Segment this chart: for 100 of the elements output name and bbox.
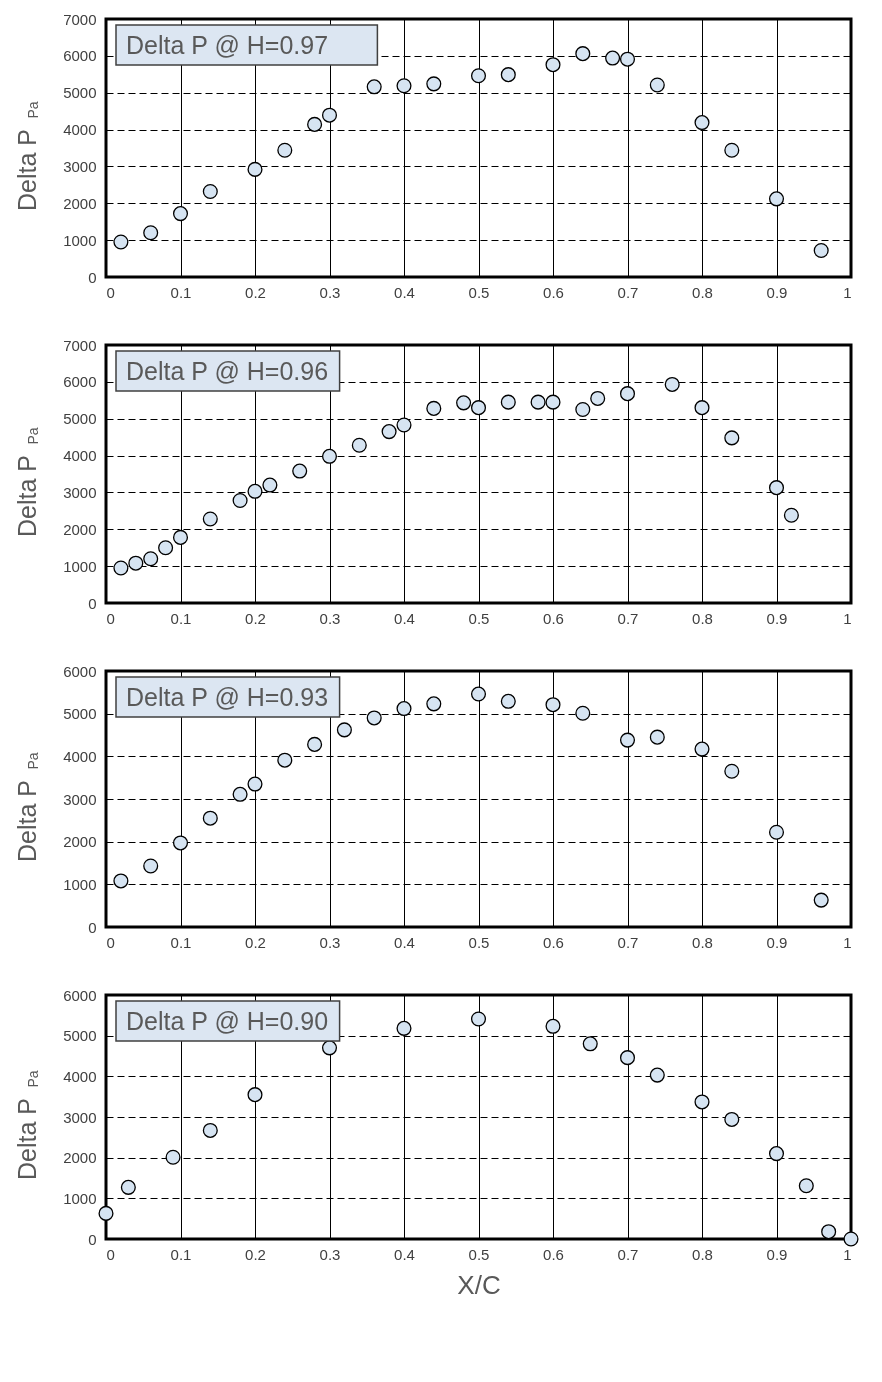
y-tick-label: 1000 xyxy=(63,557,97,575)
y-tick-label: 5000 xyxy=(63,84,97,102)
y-tick-label: 0 xyxy=(88,918,97,936)
y-tick-label: 4000 xyxy=(63,447,97,465)
y-tick-label: 4000 xyxy=(63,1067,97,1085)
point xyxy=(143,551,159,567)
point xyxy=(277,142,293,158)
point xyxy=(426,400,442,416)
x-tick-label: 0.7 xyxy=(617,609,639,627)
y-axis-title: Delta P Pa xyxy=(13,752,41,862)
y-tick-label: 0 xyxy=(88,594,97,612)
y-tick-label: 2000 xyxy=(63,1149,97,1167)
y-tick-label: 6000 xyxy=(63,47,97,65)
text: Delta P @ H=0.90 xyxy=(126,1007,329,1035)
y-tick-label: 0 xyxy=(88,268,97,286)
point xyxy=(426,696,442,712)
point xyxy=(232,493,248,509)
x-tick-label: 0.6 xyxy=(543,609,564,627)
point xyxy=(321,448,338,464)
point xyxy=(500,67,516,83)
x-tick-label: 0 xyxy=(106,1245,115,1263)
point xyxy=(768,480,785,496)
x-tick-label: 0.1 xyxy=(170,1245,192,1263)
x-tick-label: 0.4 xyxy=(394,933,415,951)
point xyxy=(120,1179,136,1195)
x-tick-label: 0.8 xyxy=(692,1245,713,1263)
x-tick-label: 0.9 xyxy=(766,1245,788,1263)
y-tick-label: 1000 xyxy=(63,231,97,249)
point xyxy=(172,206,189,222)
point xyxy=(545,697,561,713)
point xyxy=(202,810,218,826)
y-tick-label: 7000 xyxy=(63,10,97,28)
x-tick-label: 0 xyxy=(106,609,115,627)
y-tick-label: 1000 xyxy=(63,875,97,893)
point xyxy=(470,1011,487,1027)
point xyxy=(456,395,472,411)
x-tick-label: 0.3 xyxy=(319,1245,341,1263)
text: Delta P @ H=0.96 xyxy=(126,357,329,385)
y-tick-label: 5000 xyxy=(63,1027,97,1045)
point xyxy=(724,1111,740,1127)
point xyxy=(396,417,412,433)
point xyxy=(321,1040,338,1056)
point xyxy=(783,507,799,523)
x-tick-label: 1 xyxy=(843,283,852,301)
point xyxy=(694,115,710,131)
x-tick-label: 0.4 xyxy=(394,283,415,301)
point xyxy=(545,394,561,410)
x-tick-label: 0.8 xyxy=(692,283,713,301)
x-tick-label: 0.9 xyxy=(766,609,788,627)
point xyxy=(143,858,159,874)
point xyxy=(649,1067,665,1083)
y-tick-label: 2000 xyxy=(63,194,97,212)
x-tick-label: 0.1 xyxy=(170,609,192,627)
x-tick-label: 0.7 xyxy=(617,283,639,301)
text: Delta P @ H=0.97 xyxy=(126,31,329,59)
point xyxy=(575,46,591,62)
point xyxy=(545,57,561,73)
point xyxy=(307,116,323,132)
point xyxy=(202,511,218,527)
point xyxy=(366,79,382,95)
y-tick-label: 6000 xyxy=(63,986,97,1004)
point xyxy=(619,732,636,748)
point xyxy=(470,686,487,702)
point xyxy=(694,400,710,416)
point xyxy=(694,1094,710,1110)
point xyxy=(619,1050,636,1066)
point xyxy=(381,424,397,440)
y-axis-title: Delta P Pa xyxy=(13,1070,41,1180)
point xyxy=(821,1224,837,1240)
point xyxy=(277,752,293,768)
y-tick-label: 3000 xyxy=(63,1108,97,1126)
x-tick-label: 0.9 xyxy=(766,933,788,951)
point xyxy=(113,873,129,889)
point xyxy=(247,483,263,499)
point xyxy=(158,540,174,556)
y-tick-label: 4000 xyxy=(63,121,97,139)
x-tick-label: 0.3 xyxy=(319,609,341,627)
y-tick-label: 3000 xyxy=(63,157,97,175)
point xyxy=(165,1149,181,1165)
point xyxy=(172,835,189,851)
y-tick-label: 2000 xyxy=(63,520,97,538)
point xyxy=(500,394,516,410)
point xyxy=(724,763,740,779)
x-tick-label: 0.2 xyxy=(245,283,266,301)
y-tick-label: 5000 xyxy=(63,410,97,428)
point xyxy=(336,722,352,738)
point xyxy=(619,51,636,67)
y-axis-title: Delta P Pa xyxy=(13,427,41,537)
point xyxy=(664,376,680,392)
point xyxy=(143,225,159,241)
x-tick-label: 0.2 xyxy=(245,1245,266,1263)
x-tick-label: 0.8 xyxy=(692,933,713,951)
x-tick-label: 0.2 xyxy=(245,609,266,627)
point xyxy=(292,463,308,479)
point xyxy=(202,183,218,200)
x-tick-label: 0.3 xyxy=(319,933,341,951)
point xyxy=(98,1205,114,1221)
x-tick-label: 1 xyxy=(843,609,852,627)
x-tick-label: 0 xyxy=(106,283,115,301)
point xyxy=(232,786,248,802)
